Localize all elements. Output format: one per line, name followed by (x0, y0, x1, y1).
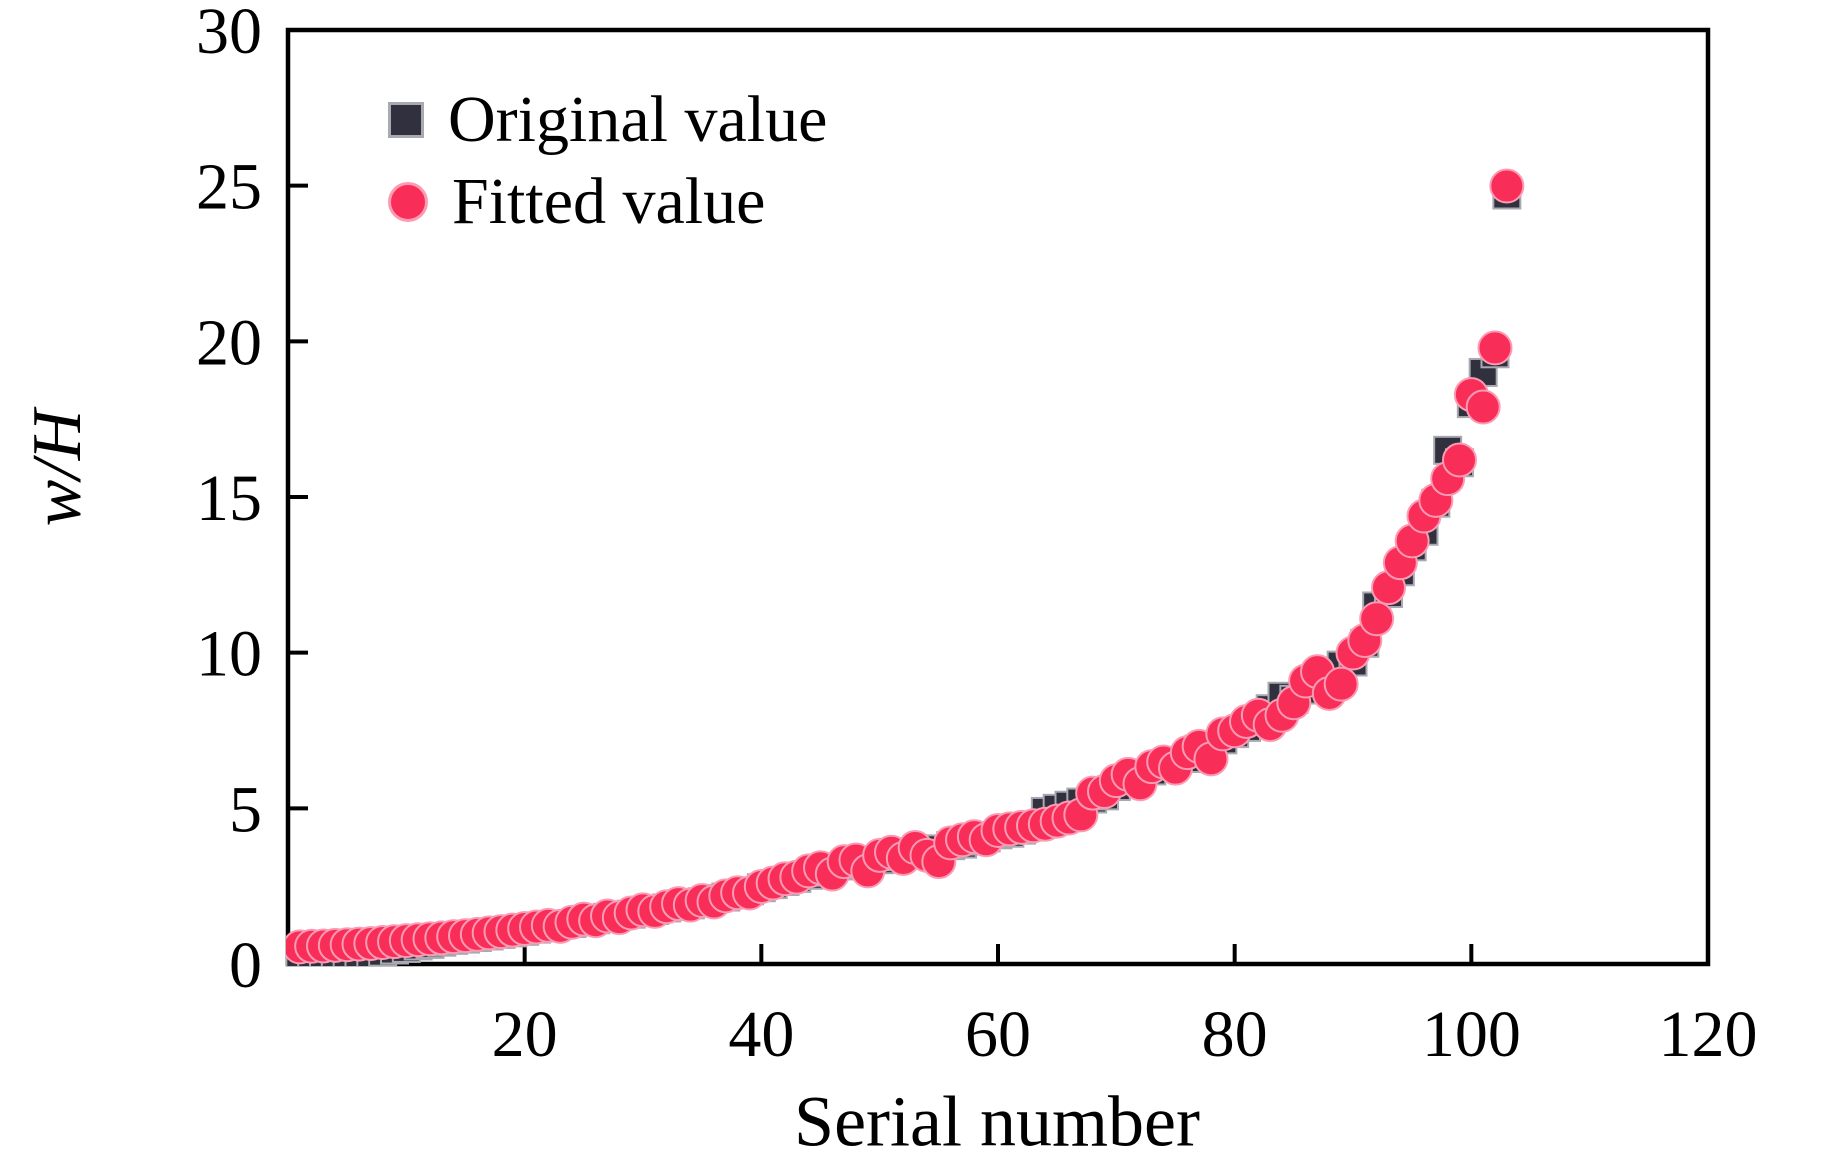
y-tick-label: 10 (196, 618, 262, 691)
y-axis-label: w/H (19, 409, 96, 527)
x-tick-label: 80 (1202, 998, 1268, 1071)
x-axis-label: Serial number (794, 1081, 1200, 1162)
x-tick-label: 20 (492, 998, 558, 1071)
legend-item-original: Original value (388, 84, 827, 156)
square-marker-icon (388, 102, 424, 138)
y-tick-label: 20 (196, 306, 262, 379)
y-axis-ticks (288, 28, 308, 966)
data-point-fitted (1489, 168, 1525, 204)
x-axis-tick-labels: 20 40 60 80 100 120 (492, 998, 1758, 1071)
data-point-fitted (1359, 601, 1395, 637)
data-point-fitted (1323, 666, 1359, 702)
y-tick-label: 25 (196, 151, 262, 224)
y-tick-label: 30 (196, 0, 262, 68)
data-point-fitted (1477, 330, 1513, 366)
x-tick-label: 60 (965, 998, 1031, 1071)
data-point-fitted (1442, 442, 1477, 478)
x-axis-ticks (522, 944, 1710, 964)
legend: Original value Fitted value (388, 84, 827, 238)
series-fitted-points (286, 168, 1525, 965)
y-axis-tick-labels: 0 5 10 15 20 25 30 (196, 0, 262, 1002)
data-point-fitted (1465, 389, 1501, 425)
y-tick-label: 15 (196, 462, 262, 535)
legend-item-fitted: Fitted value (388, 166, 827, 238)
legend-label-original: Original value (448, 83, 828, 156)
x-tick-label: 120 (1659, 998, 1758, 1071)
y-tick-label: 5 (229, 773, 262, 846)
legend-label-fitted: Fitted value (452, 165, 766, 238)
x-tick-label: 100 (1422, 998, 1521, 1071)
y-tick-label: 0 (229, 929, 262, 1002)
circle-marker-icon (388, 182, 428, 222)
x-tick-label: 40 (728, 998, 794, 1071)
